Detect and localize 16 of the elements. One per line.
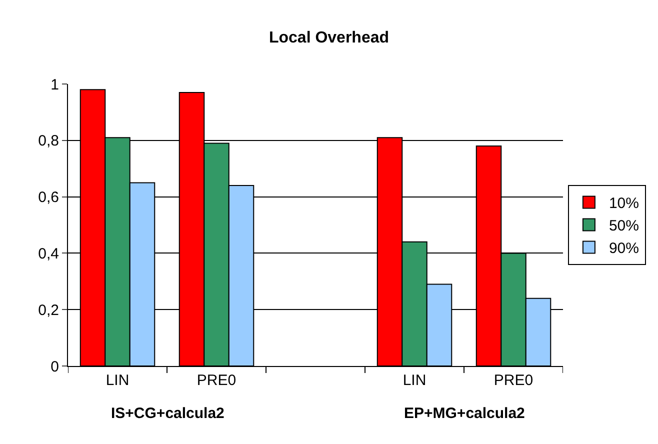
x-tick-label: LIN <box>402 372 426 389</box>
legend-label: 10% <box>608 195 639 212</box>
legend-label: 50% <box>608 218 639 235</box>
y-tick-label: 0,2 <box>38 302 59 319</box>
text: EP+MG+calcula2 <box>404 405 525 422</box>
y-tick-label: 0,8 <box>38 132 59 150</box>
text: IS+CG+calcula2 <box>111 405 224 422</box>
chart-title: Local Overhead <box>268 29 390 46</box>
y-tick-label: 0,6 <box>38 189 59 206</box>
x-tick-label: PRE0 <box>494 372 534 389</box>
y-tick-label: 1 <box>50 76 59 94</box>
y-tick-label: 0 <box>50 358 59 376</box>
x-tick-label: PRE0 <box>196 372 236 389</box>
legend-label: 90% <box>608 240 639 258</box>
x-tick-label: LIN <box>106 372 130 389</box>
y-tick-label: 0,4 <box>38 245 59 262</box>
